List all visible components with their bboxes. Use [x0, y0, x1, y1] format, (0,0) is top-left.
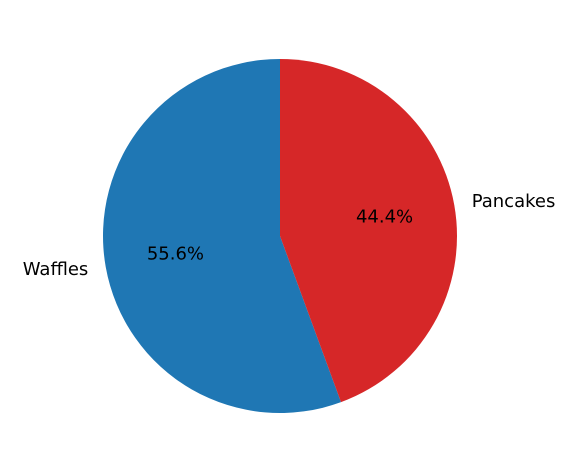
- slice-label-pancakes: Pancakes: [472, 191, 556, 212]
- pie-slice-pancakes: [280, 59, 457, 403]
- slice-percent-pancakes: 44.4%: [356, 206, 413, 227]
- pie-slice-waffles: [102, 59, 342, 414]
- labels-group: Waffles 55.6% Pancakes 44.4%: [23, 191, 556, 280]
- slices-group: [102, 59, 457, 414]
- slice-label-waffles: Waffles: [23, 259, 89, 280]
- slice-percent-waffles: 55.6%: [147, 244, 204, 265]
